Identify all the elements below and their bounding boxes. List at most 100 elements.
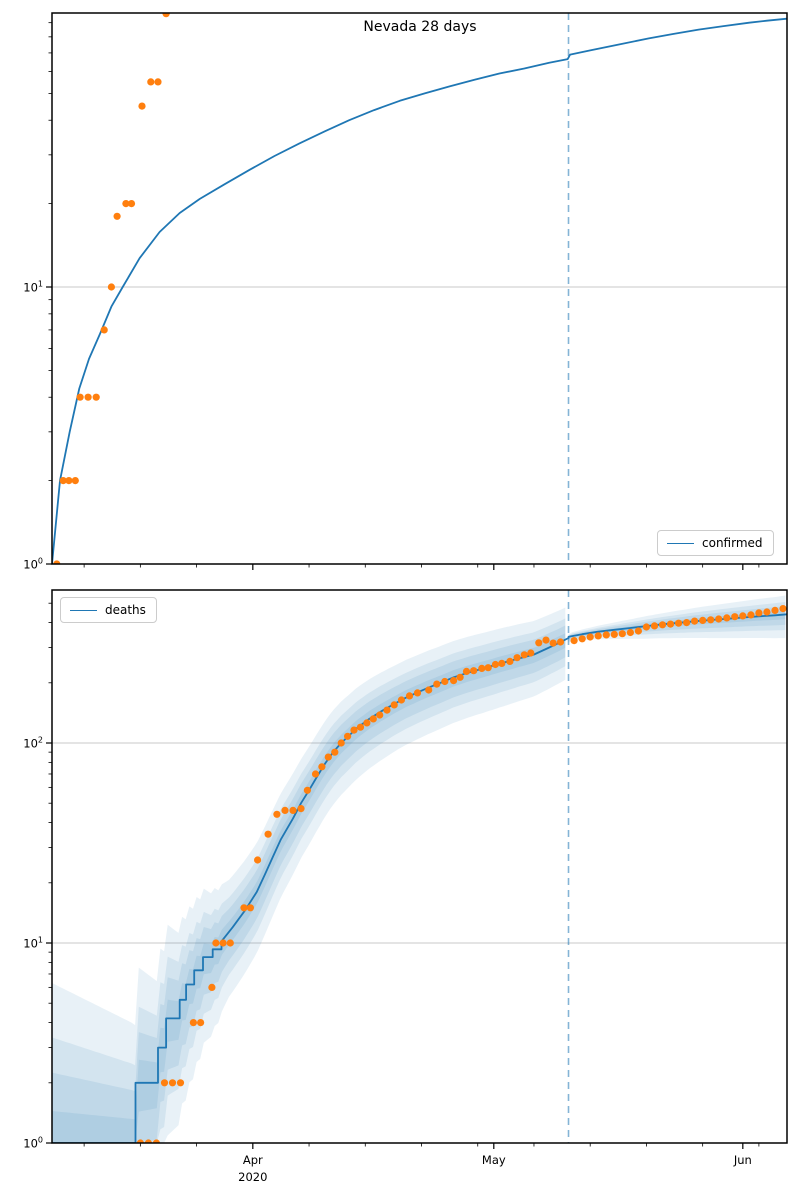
observed-point [197,1019,205,1027]
observed-point [691,617,699,625]
observed-point [675,619,683,627]
x-tick-label: Apr [242,1153,263,1167]
observed-point [683,619,691,627]
observed-point [739,612,747,620]
observed-point [240,904,248,912]
legend-line-sample [70,609,97,611]
observed-point [176,1079,185,1087]
top-axes-spine [51,12,788,565]
top-axes-data [52,13,787,564]
observed-point [658,621,667,629]
observed-point [771,606,779,615]
observed-point [731,613,739,621]
legend-confirmed: confirmed [657,530,774,556]
observed-point [578,635,586,643]
y-tick-label: 101 [23,935,43,951]
observed-point [303,786,311,794]
observed-point [107,283,115,291]
observed-point [602,631,610,639]
observed-point [92,393,100,401]
observed-point [147,78,155,86]
observed-point [297,805,305,813]
observed-point [484,664,492,672]
bottom-axes-spine [51,589,788,1144]
observed-point [59,477,67,485]
y-tick-label: 100 [23,556,43,572]
observed-point [84,393,92,401]
observed-point [144,1139,152,1143]
observed-point [152,1139,160,1143]
observed-point [390,701,398,709]
bottom-axes-data [52,590,787,1143]
observed-point [376,711,384,719]
observed-point [318,763,326,771]
observed-point [189,1019,197,1027]
observed-point [433,680,441,688]
x-tick-label: May [481,1153,506,1167]
observed-point [311,770,320,778]
observed-point [542,636,550,644]
legend-deaths: deaths [60,597,157,623]
observed-point [344,732,352,740]
observed-point [71,477,79,485]
x-tick-year-label: 2020 [238,1170,268,1184]
model-line [52,17,787,564]
legend-label: confirmed [702,536,763,550]
observed-point [715,615,723,623]
observed-point [556,638,565,646]
observed-point [254,856,262,864]
observed-point [65,477,73,485]
legend-line-sample [667,542,694,544]
observed-point [462,667,471,676]
observed-point [513,654,521,662]
observed-point [618,630,626,638]
top-axes-ticks [46,22,760,570]
x-tick-label: Jun [733,1153,752,1167]
observed-point [138,102,146,110]
observed-point [264,830,272,838]
y-tick-label: 100 [23,1135,43,1151]
observed-point [136,1139,144,1143]
observed-point [506,657,514,666]
observed-point [273,810,281,818]
observed-point [650,622,659,630]
observed-point [162,13,170,18]
observed-point [470,667,478,675]
gridlines-bottom [52,742,787,944]
observed-point [122,200,130,208]
observed-point [212,939,220,947]
observed-point [425,686,433,694]
observed-point [369,715,377,723]
observed-point [441,677,449,686]
observed-point [570,637,578,645]
observed-point [383,706,391,714]
observed-point [289,806,297,815]
observed-point [281,806,289,815]
observed-point [755,609,763,617]
observed-point [610,630,618,639]
observed-point [113,212,121,220]
observed-point [666,620,675,628]
observed-point [642,623,651,631]
observed-point [53,560,61,564]
y-tick-label: 101 [23,279,43,295]
observed-point [219,939,227,947]
bottom-axes [46,589,788,1149]
observed-point [154,78,162,86]
observed-point [76,393,84,401]
observed-point [498,659,506,668]
observed-point [747,611,755,619]
observed-point [246,904,254,912]
observed-point [331,748,339,756]
observed-point [456,673,464,681]
observed-point [626,628,635,637]
observed-point [549,639,557,647]
plot-title: Nevada 28 days [363,19,477,35]
observed-point [634,627,643,635]
observed-point [586,633,594,641]
observed-point [478,664,486,673]
observed-point [535,639,543,647]
observed-point [707,616,715,624]
